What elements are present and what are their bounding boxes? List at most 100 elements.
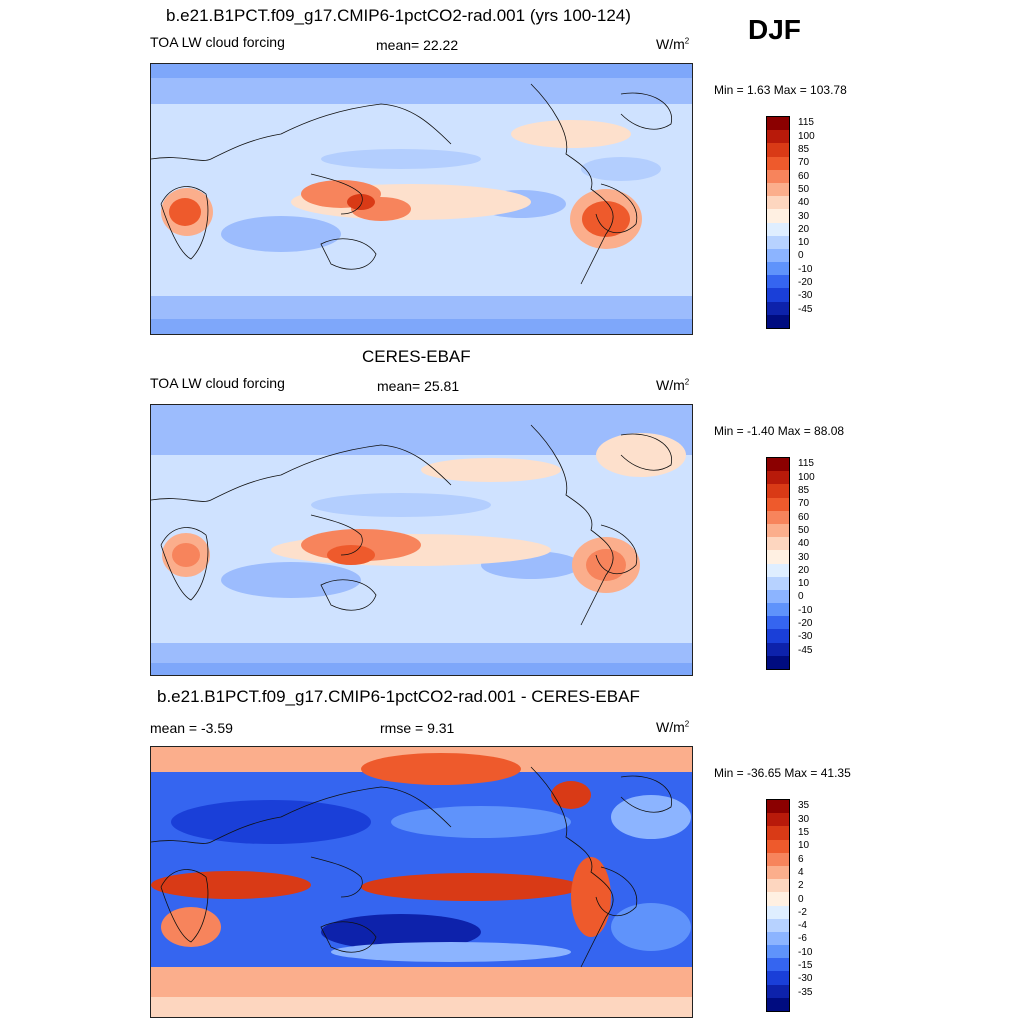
panel-1-minmax: Min = 1.63 Max = 103.78 (714, 83, 847, 97)
colorbar-tick-label: 20 (798, 223, 810, 235)
colorbar-swatch (767, 182, 789, 197)
colorbar-tick-label: 30 (798, 551, 810, 563)
panel-3-mean-label: mean = -3.59 (150, 720, 233, 736)
colorbar-swatch (767, 275, 789, 289)
colorbar-swatch (767, 971, 789, 985)
colorbar-swatch (767, 471, 789, 485)
colorbar-tick-label: -30 (798, 290, 813, 302)
colorbar-swatch (767, 865, 789, 880)
colorbar-swatch (767, 813, 789, 827)
colorbar-tick-label: 50 (798, 524, 810, 536)
colorbar-swatch (767, 839, 789, 853)
colorbar-tick-label: 20 (798, 564, 810, 576)
panel-2-units: W/m2 (656, 377, 690, 393)
colorbar-swatch (767, 510, 789, 524)
colorbar-tick-label: -4 (798, 920, 807, 932)
panel-1-map (150, 63, 693, 335)
colorbar-swatch (767, 563, 789, 577)
colorbar-swatch (767, 945, 789, 959)
colorbar-tick-label: 115 (798, 458, 814, 470)
season-label: DJF (748, 14, 801, 45)
colorbar-tick-label: 40 (798, 197, 810, 209)
colorbar-tick-label: -30 (798, 973, 813, 985)
colorbar-swatch (767, 603, 789, 617)
colorbar-tick-label: 100 (798, 130, 815, 142)
panel-3-minmax: Min = -36.65 Max = 41.35 (714, 766, 851, 780)
colorbar-tick-label: -6 (798, 933, 807, 945)
colorbar-tick-label: 115 (798, 117, 814, 129)
colorbar-swatch (767, 879, 789, 893)
colorbar-swatch (767, 589, 789, 604)
colorbar-tick-label: 70 (798, 498, 810, 510)
panel-1-mean-label: mean= 22.22 (376, 37, 459, 53)
colorbar-swatch (767, 918, 789, 932)
colorbar-swatch (767, 655, 789, 669)
colorbar-swatch (767, 169, 789, 183)
colorbar-swatch (767, 550, 789, 564)
panel-1-title: b.e21.B1PCT.f09_g17.CMIP6-1pctCO2-rad.00… (166, 6, 631, 25)
panel-3-title: b.e21.B1PCT.f09_g17.CMIP6-1pctCO2-rad.00… (157, 687, 640, 706)
colorbar-swatch (767, 235, 789, 249)
colorbar-swatch (767, 852, 789, 866)
colorbar-swatch (767, 931, 789, 946)
colorbar-swatch (767, 288, 789, 302)
colorbar-tick-label: 85 (798, 143, 810, 155)
panel-2-variable-label: TOA LW cloud forcing (150, 375, 285, 391)
panel-2-mean-label: mean= 25.81 (377, 378, 460, 394)
colorbar-tick-label: 0 (798, 250, 804, 262)
colorbar-swatch (767, 642, 789, 656)
colorbar-swatch (767, 826, 789, 840)
colorbar-tick-label: -45 (798, 644, 813, 656)
colorbar-tick-label: 6 (798, 853, 804, 865)
colorbar-swatch (767, 984, 789, 998)
colorbar-tick-label: 100 (798, 471, 815, 483)
panel-2-colorbar (766, 457, 790, 670)
panel-3-map (150, 746, 693, 1018)
panel-3-rmse-label: rmse = 9.31 (380, 720, 455, 736)
colorbar-tick-label: -20 (798, 618, 813, 630)
colorbar-tick-label: -2 (798, 906, 807, 918)
colorbar-swatch (767, 523, 789, 538)
colorbar-swatch (767, 629, 789, 643)
colorbar-swatch (767, 196, 789, 210)
colorbar-tick-label: 35 (798, 800, 810, 812)
panel-2-title: CERES-EBAF (362, 347, 471, 366)
colorbar-swatch (767, 117, 789, 131)
colorbar-swatch (767, 314, 789, 328)
panel-2-map (150, 404, 693, 676)
colorbar-swatch (767, 958, 789, 972)
colorbar-tick-label: 4 (798, 866, 804, 878)
colorbar-tick-label: -30 (798, 631, 813, 643)
colorbar-swatch (767, 130, 789, 144)
panel-3-colorbar (766, 799, 790, 1012)
panel-1-variable-label: TOA LW cloud forcing (150, 34, 285, 50)
colorbar-tick-label: 0 (798, 893, 804, 905)
colorbar-tick-label: 30 (798, 210, 810, 222)
colorbar-swatch (767, 143, 789, 157)
colorbar-tick-label: 0 (798, 591, 804, 603)
colorbar-tick-label: -35 (798, 986, 813, 998)
panel-2-minmax: Min = -1.40 Max = 88.08 (714, 424, 845, 438)
colorbar-swatch (767, 905, 789, 919)
colorbar-tick-label: -10 (798, 946, 813, 958)
colorbar-swatch (767, 616, 789, 630)
colorbar-tick-label: 2 (798, 880, 804, 892)
colorbar-tick-label: 50 (798, 183, 810, 195)
colorbar-swatch (767, 301, 789, 315)
colorbar-tick-label: 10 (798, 578, 810, 590)
colorbar-swatch (767, 537, 789, 551)
colorbar-tick-label: 70 (798, 157, 810, 169)
colorbar-tick-label: -45 (798, 303, 813, 315)
colorbar-swatch (767, 248, 789, 263)
colorbar-swatch (767, 458, 789, 472)
colorbar-swatch (767, 484, 789, 498)
colorbar-tick-label: 60 (798, 511, 810, 523)
colorbar-swatch (767, 997, 789, 1011)
colorbar-tick-label: -10 (798, 604, 813, 616)
colorbar-swatch (767, 262, 789, 276)
colorbar-swatch (767, 156, 789, 170)
colorbar-tick-label: 85 (798, 484, 810, 496)
colorbar-swatch (767, 892, 789, 906)
colorbar-tick-label: 10 (798, 237, 810, 249)
colorbar-tick-label: 30 (798, 813, 810, 825)
